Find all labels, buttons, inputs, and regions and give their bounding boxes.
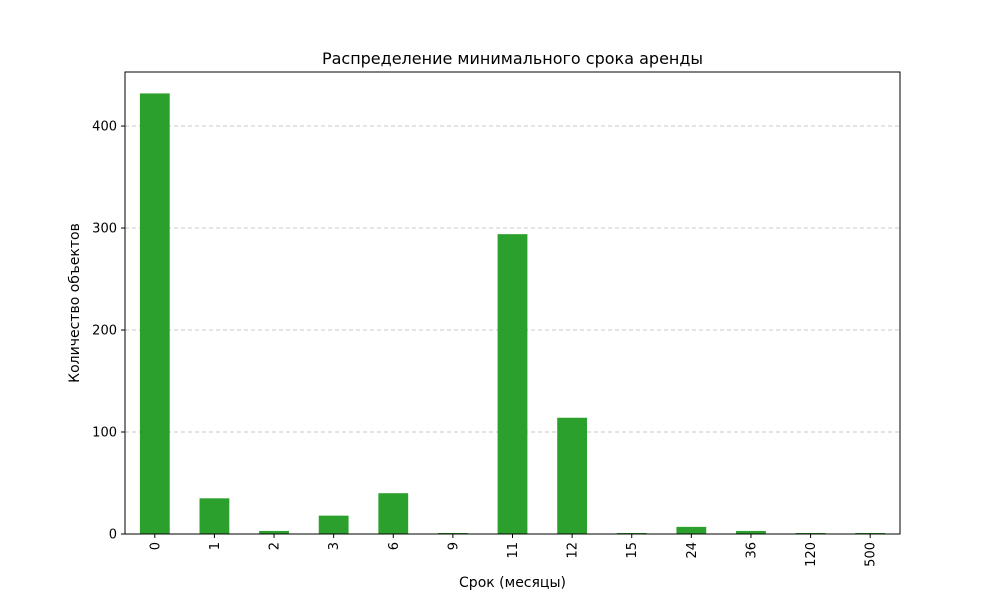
x-tick-label: 24 xyxy=(685,542,700,559)
x-tick-label: 36 xyxy=(744,542,759,559)
y-axis-title: Количество объектов xyxy=(67,223,83,383)
x-tick-label: 3 xyxy=(327,542,342,550)
bar xyxy=(437,532,468,534)
x-tick-label: 0 xyxy=(148,542,163,550)
bar xyxy=(318,515,349,534)
bar xyxy=(497,234,528,534)
x-tick-label: 120 xyxy=(804,542,819,567)
x-axis-title: Срок (месяцы) xyxy=(459,575,566,591)
y-tick-label: 400 xyxy=(92,120,117,135)
bar xyxy=(736,530,766,534)
y-tick-label: 100 xyxy=(92,426,117,441)
bar xyxy=(855,532,886,534)
bar xyxy=(616,532,647,534)
x-tick-label: 9 xyxy=(446,542,461,550)
y-axis: 0 100 200 300 400 xyxy=(92,120,125,543)
x-tick-label: 1 xyxy=(208,542,223,550)
y-tick-label: 0 xyxy=(109,528,117,543)
x-tick-label: 12 xyxy=(566,542,581,559)
y-tick-label: 300 xyxy=(92,222,117,237)
bar xyxy=(378,493,409,534)
chart-title: Распределение минимального срока аренды xyxy=(322,49,703,68)
y-tick-label: 200 xyxy=(92,324,117,339)
x-tick-label: 2 xyxy=(268,542,283,550)
x-axis: 0 1 2 3 6 9 11 12 15 24 36 120 500 xyxy=(148,534,879,567)
bars xyxy=(139,93,886,534)
bar xyxy=(139,93,170,534)
bar xyxy=(676,526,707,534)
x-tick-label: 500 xyxy=(864,542,879,567)
x-tick-label: 6 xyxy=(387,542,402,550)
x-tick-label: 15 xyxy=(625,542,640,559)
bar xyxy=(259,530,289,534)
x-tick-label: 11 xyxy=(506,542,521,559)
bar xyxy=(199,498,230,534)
bar xyxy=(795,532,826,534)
bar xyxy=(557,417,588,534)
